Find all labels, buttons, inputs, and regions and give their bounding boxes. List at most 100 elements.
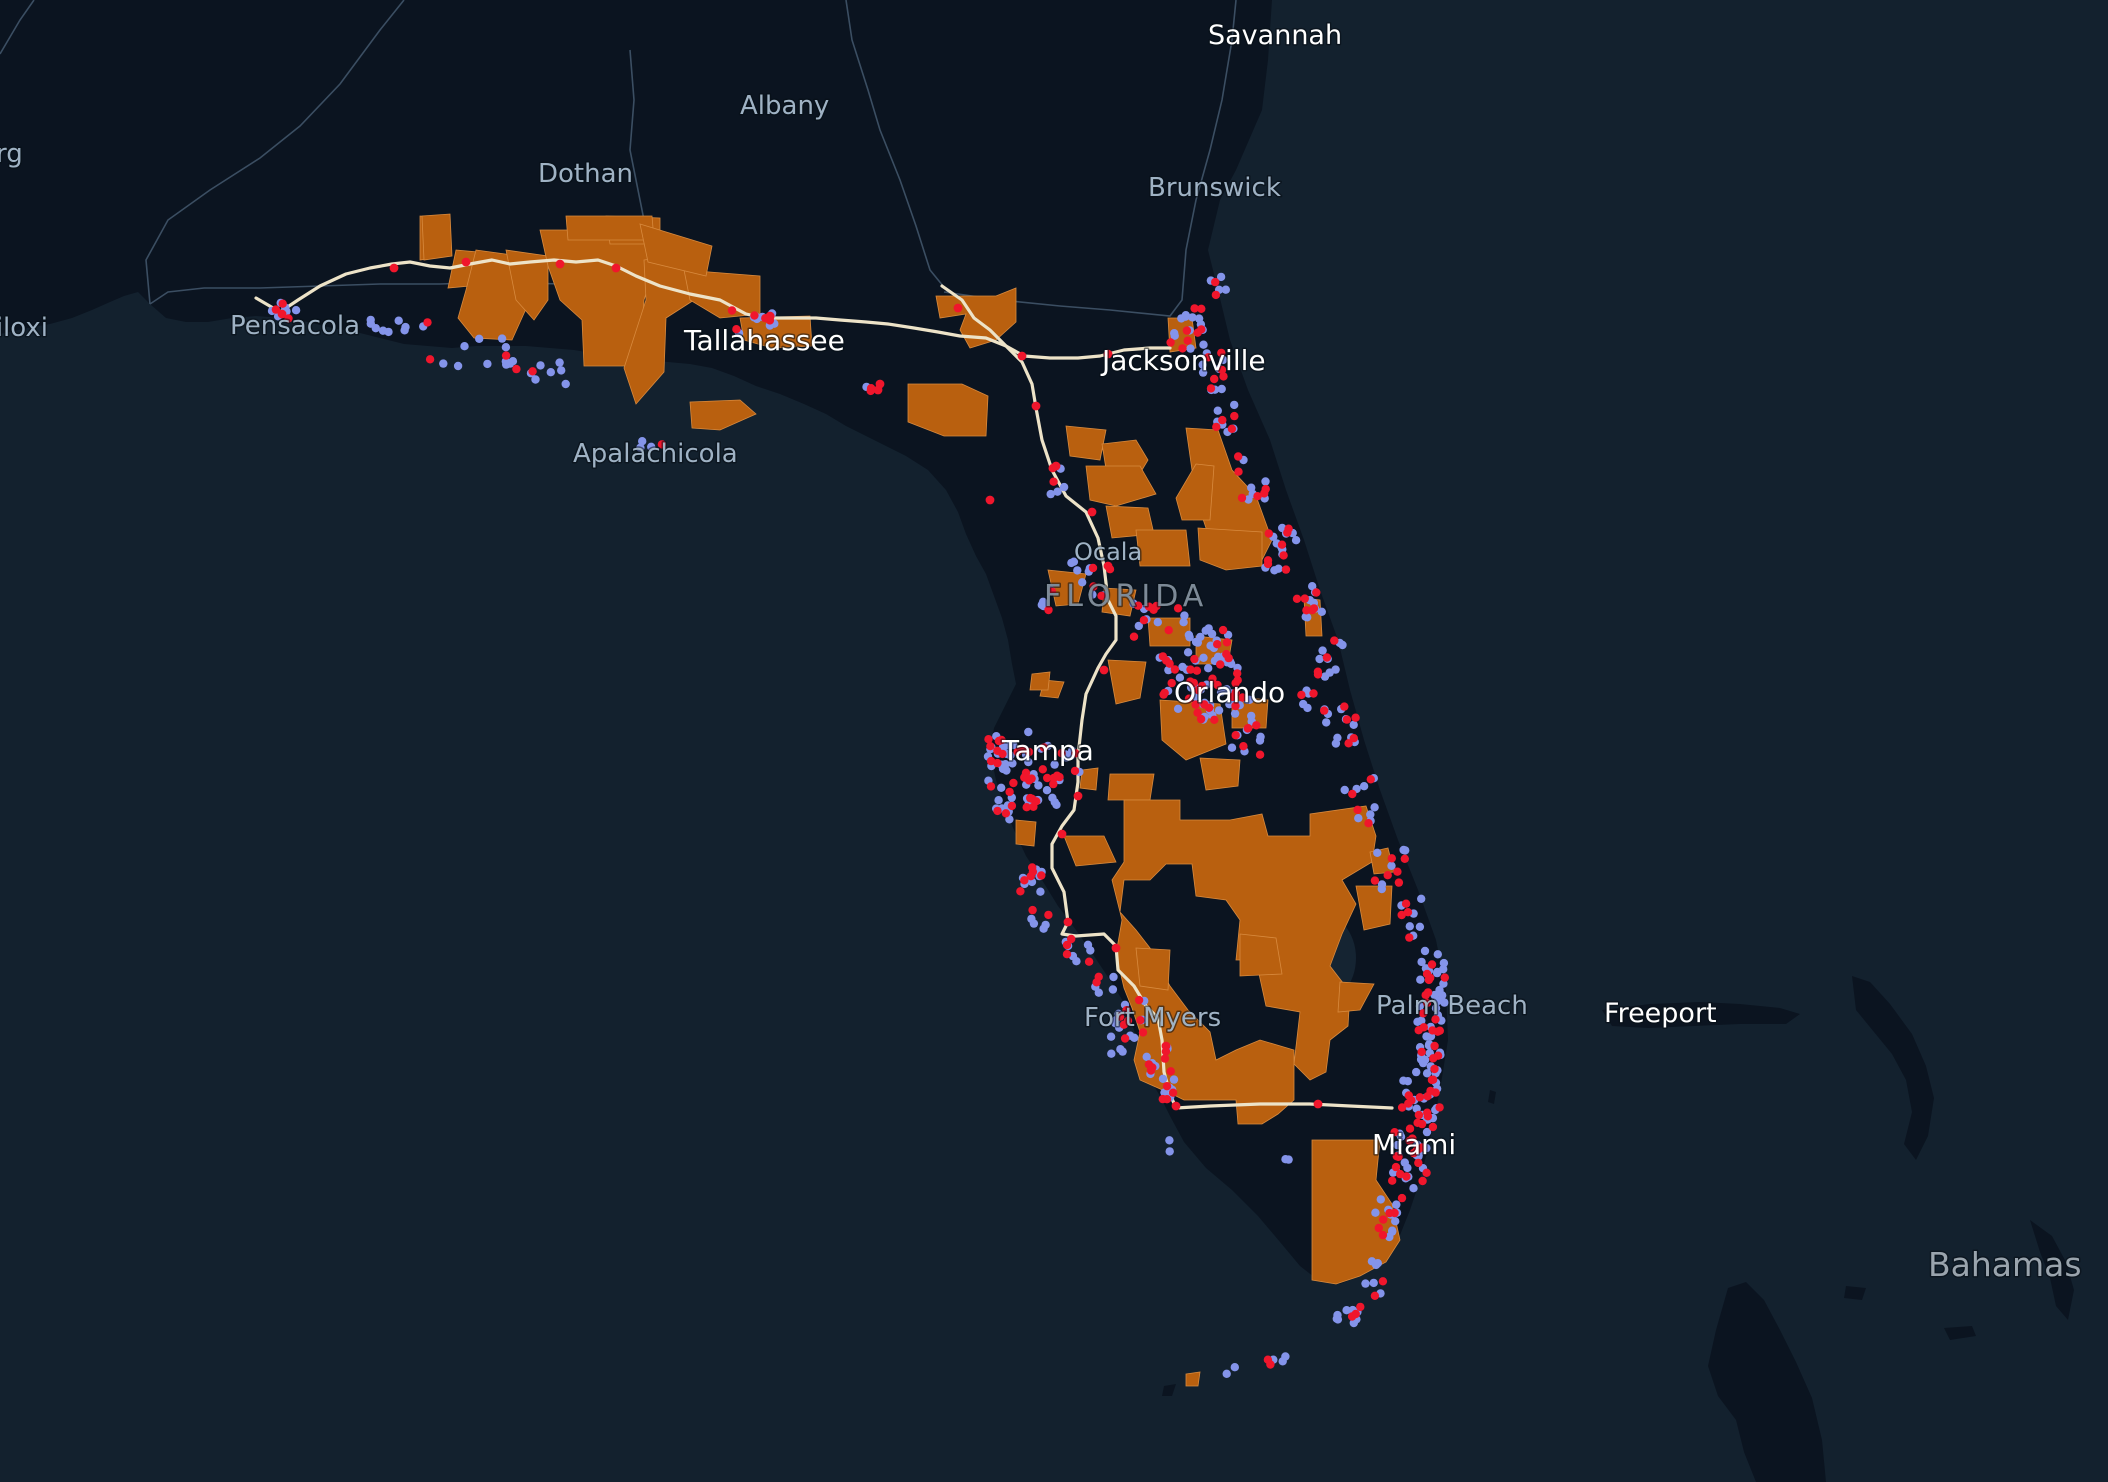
region-union [1065, 425, 1107, 461]
red-point-291 [1057, 829, 1067, 839]
blue-point-330 [1005, 741, 1014, 750]
red-point-236 [1028, 905, 1037, 915]
region-monroe-small [1185, 1371, 1201, 1387]
red-point-246 [1138, 1028, 1148, 1037]
blue-point-443 [1299, 699, 1308, 709]
region-flagler [1175, 463, 1215, 521]
red-point-273 [1243, 724, 1253, 733]
red-point-147 [1190, 654, 1199, 664]
red-point-285 [1031, 401, 1041, 411]
blue-point-282 [1164, 665, 1173, 675]
red-point-65 [1351, 713, 1360, 722]
blue-point-331 [1001, 760, 1010, 769]
red-point-237 [1044, 910, 1053, 920]
red-point-229 [1007, 801, 1017, 811]
fl-ga-border [943, 0, 1237, 317]
blue-point-227 [1361, 1279, 1370, 1288]
red-point-28 [1217, 348, 1226, 358]
red-point-17 [1211, 290, 1221, 300]
red-point-176 [1167, 678, 1176, 688]
blue-point-93 [1270, 566, 1279, 575]
blue-point-17 [501, 343, 511, 352]
blue-point-417 [1165, 1136, 1174, 1145]
blue-point-257 [1204, 624, 1213, 633]
blue-point-251 [1199, 653, 1208, 662]
blue-point-24 [453, 361, 463, 371]
red-point-24 [1197, 304, 1206, 313]
blue-point-255 [1193, 638, 1203, 647]
blue-point-111 [1349, 720, 1358, 729]
blue-point-23 [502, 360, 511, 369]
red-point-296 [1313, 1099, 1323, 1109]
blue-point-203 [1409, 1184, 1418, 1193]
red-point-60 [1330, 636, 1339, 645]
blue-point-315 [1024, 727, 1033, 737]
blue-point-47 [1221, 285, 1231, 294]
blue-point-26 [557, 366, 566, 375]
red-point-112 [1427, 1075, 1437, 1085]
blue-point-158 [1417, 957, 1426, 967]
blue-point-146 [1439, 958, 1449, 968]
ms-al-border [145, 0, 405, 305]
red-point-281 [765, 311, 775, 321]
red-point-113 [1414, 1110, 1424, 1120]
blue-point-126 [1354, 814, 1363, 823]
blue-point-60 [1199, 340, 1208, 349]
red-point-64 [1340, 702, 1349, 711]
red-point-288 [1103, 561, 1113, 571]
red-point-130 [1402, 1172, 1411, 1181]
label-burg: rg [0, 139, 23, 169]
blue-point-22 [475, 334, 484, 343]
red-point-241 [1062, 950, 1072, 959]
bimini [1488, 1090, 1496, 1104]
blue-point-334 [1008, 759, 1017, 768]
region-desoto [1063, 835, 1117, 867]
red-point-98 [1417, 1047, 1426, 1057]
red-point-164 [1231, 678, 1240, 688]
red-point-155 [1213, 680, 1222, 690]
grand-bahama [1602, 1002, 1800, 1028]
blue-point-134 [1373, 848, 1382, 857]
red-point-272 [1239, 742, 1248, 751]
red-point-96 [1435, 1026, 1445, 1035]
region-volusia-a [1197, 527, 1263, 571]
blue-point-73 [1230, 400, 1239, 410]
region-hendry [1135, 947, 1171, 991]
blue-point-338 [1034, 781, 1043, 790]
region-panhandle-c [505, 249, 549, 321]
region-polk-a [1107, 773, 1155, 801]
red-point-19 [1178, 344, 1187, 353]
blue-point-366 [994, 796, 1003, 805]
region-miami-dade [1311, 1139, 1401, 1285]
red-point-9 [750, 311, 759, 320]
red-point-277 [389, 263, 399, 273]
blue-point-121 [1366, 810, 1375, 819]
red-point-7 [512, 364, 521, 374]
label-tallahassee: Tallahassee [683, 324, 845, 357]
red-point-49 [1281, 565, 1291, 574]
blue-point-130 [1377, 880, 1387, 889]
red-point-35 [1230, 411, 1239, 421]
blue-point-290 [1183, 648, 1193, 657]
red-point-150 [1216, 660, 1225, 669]
blue-point-374 [1036, 887, 1045, 896]
blue-point-384 [1086, 946, 1095, 955]
red-point-63 [1342, 715, 1352, 724]
red-point-145 [1222, 638, 1232, 647]
blue-point-273 [1230, 709, 1240, 718]
red-point-179 [1165, 659, 1174, 668]
red-point-68 [1353, 805, 1362, 814]
red-point-16 [866, 384, 876, 393]
red-point-227 [1001, 809, 1011, 818]
blue-point-329 [1002, 766, 1011, 775]
blue-point-168 [1413, 1017, 1422, 1026]
blue-point-274 [1216, 688, 1226, 697]
red-point-287 [1087, 507, 1097, 517]
red-point-221 [1057, 749, 1066, 758]
blue-point-124 [1340, 785, 1349, 795]
blue-point-387 [1108, 985, 1118, 994]
red-point-240 [1067, 934, 1076, 944]
florida-keys [1162, 1384, 1176, 1396]
